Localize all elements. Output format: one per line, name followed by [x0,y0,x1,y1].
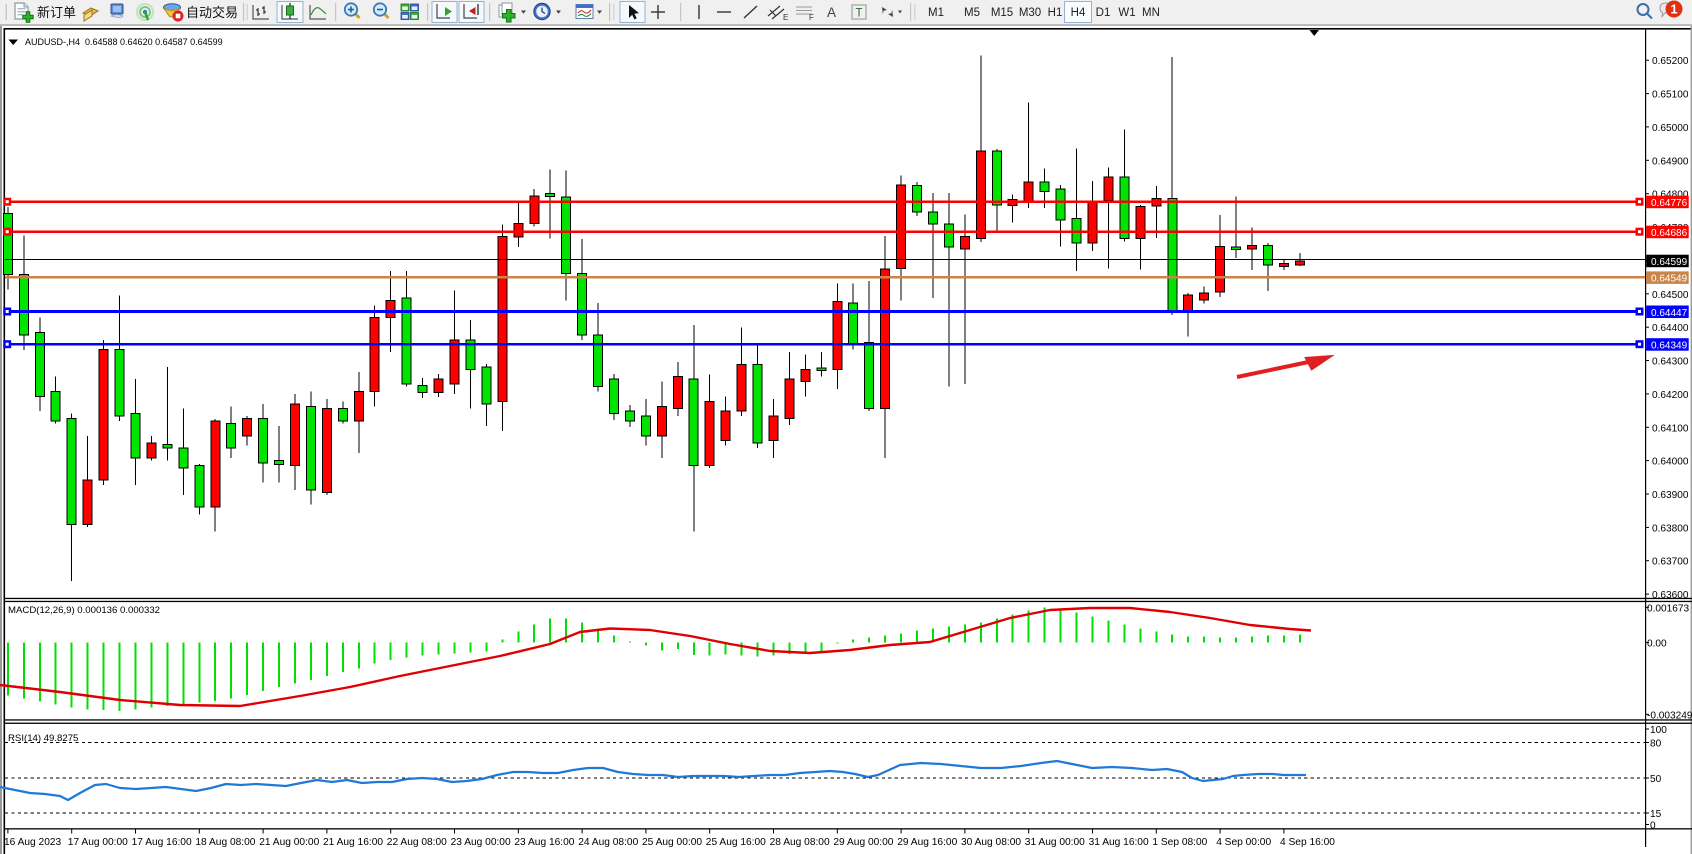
svg-text:0.64686: 0.64686 [1651,228,1688,239]
svg-text:0.64776: 0.64776 [1651,198,1688,209]
svg-text:0.64100: 0.64100 [1652,423,1689,434]
svg-text:16 Aug 2023: 16 Aug 2023 [4,837,62,848]
svg-text:RSI(14) 49.8275: RSI(14) 49.8275 [8,733,78,744]
svg-text:21 Aug 16:00: 21 Aug 16:00 [323,837,383,848]
svg-text:0.65100: 0.65100 [1652,90,1689,101]
svg-text:29 Aug 16:00: 29 Aug 16:00 [897,837,957,848]
svg-text:29 Aug 00:00: 29 Aug 00:00 [833,837,893,848]
svg-text:100: 100 [1650,725,1667,736]
svg-text:4 Sep 16:00: 4 Sep 16:00 [1280,837,1335,848]
svg-text:80: 80 [1650,739,1662,750]
svg-text:0.64349: 0.64349 [1651,341,1688,352]
svg-text:0.001673: 0.001673 [1647,603,1689,614]
svg-text:28 Aug 08:00: 28 Aug 08:00 [770,837,830,848]
svg-text:A: A [827,5,836,20]
svg-text:F: F [809,13,814,22]
svg-text:新订单: 新订单 [37,5,76,20]
svg-text:4 Sep 00:00: 4 Sep 00:00 [1216,837,1271,848]
svg-text:15: 15 [1650,809,1662,820]
svg-text:D1: D1 [1096,7,1111,19]
svg-text:H1: H1 [1048,7,1063,19]
svg-text:0.64800: 0.64800 [1652,190,1689,201]
svg-text:W1: W1 [1118,7,1135,19]
svg-text:M5: M5 [964,7,980,19]
svg-text:23 Aug 00:00: 23 Aug 00:00 [451,837,511,848]
svg-text:17 Aug 16:00: 17 Aug 16:00 [132,837,192,848]
svg-text:0.64900: 0.64900 [1652,156,1689,167]
svg-text:17 Aug 00:00: 17 Aug 00:00 [68,837,128,848]
svg-text:1 Sep 08:00: 1 Sep 08:00 [1152,837,1207,848]
svg-text:T: T [856,8,863,20]
svg-text:31 Aug 00:00: 31 Aug 00:00 [1025,837,1085,848]
svg-text:M30: M30 [1019,7,1041,19]
svg-text:0.64400: 0.64400 [1652,323,1689,334]
svg-text:-0.003249: -0.003249 [1647,710,1692,721]
svg-text:0.63800: 0.63800 [1652,523,1689,534]
svg-text:0.64300: 0.64300 [1652,357,1689,368]
svg-text:0.63600: 0.63600 [1652,590,1689,601]
svg-text:0.64500: 0.64500 [1652,290,1689,301]
svg-text:0.65200: 0.65200 [1652,56,1689,67]
svg-text:1: 1 [1670,2,1677,17]
svg-text:0.64447: 0.64447 [1651,308,1688,319]
svg-text:0.64549: 0.64549 [1651,274,1688,285]
svg-text:0.65000: 0.65000 [1652,123,1689,134]
svg-text:H4: H4 [1071,7,1086,19]
svg-text:0.63900: 0.63900 [1652,490,1689,501]
svg-text:M1: M1 [928,7,944,19]
svg-text:E: E [783,13,788,22]
svg-text:30 Aug 08:00: 30 Aug 08:00 [961,837,1021,848]
svg-text:AUDUSD-,H4 0.64588 0.64620 0.: AUDUSD-,H4 0.64588 0.64620 0.64587 0.645… [25,37,223,47]
svg-text:23 Aug 16:00: 23 Aug 16:00 [514,837,574,848]
svg-text:22 Aug 08:00: 22 Aug 08:00 [387,837,447,848]
svg-text:MACD(12,26,9) 0.000136 0.00033: MACD(12,26,9) 0.000136 0.000332 [8,605,160,616]
svg-text:0.64599: 0.64599 [1651,257,1688,268]
svg-text:18 Aug 08:00: 18 Aug 08:00 [195,837,255,848]
svg-text:25 Aug 16:00: 25 Aug 16:00 [706,837,766,848]
svg-text:21 Aug 00:00: 21 Aug 00:00 [259,837,319,848]
svg-text:M15: M15 [991,7,1013,19]
svg-text:0: 0 [1650,821,1656,832]
svg-text:24 Aug 08:00: 24 Aug 08:00 [578,837,638,848]
svg-text:0.00: 0.00 [1647,639,1667,650]
svg-text:31 Aug 16:00: 31 Aug 16:00 [1089,837,1149,848]
svg-text:50: 50 [1650,774,1662,785]
svg-text:0.64000: 0.64000 [1652,457,1689,468]
svg-text:自动交易: 自动交易 [186,5,238,20]
svg-text:25 Aug 00:00: 25 Aug 00:00 [642,837,702,848]
svg-text:0.63700: 0.63700 [1652,557,1689,568]
svg-text:0.64200: 0.64200 [1652,390,1689,401]
svg-text:MN: MN [1142,7,1160,19]
